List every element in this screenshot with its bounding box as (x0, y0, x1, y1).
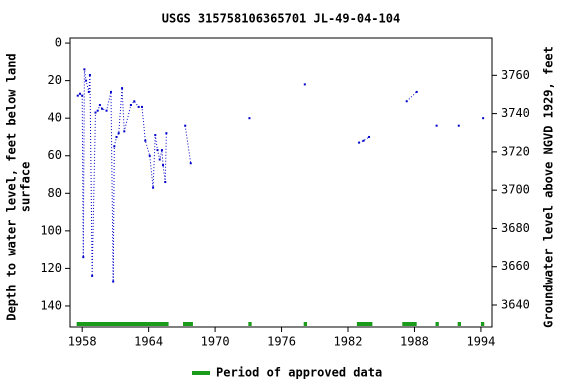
y-tick-label: 120 (40, 261, 62, 275)
data-point (368, 135, 371, 138)
y2-tick-label: 3700 (501, 183, 530, 197)
approved-period (182, 322, 193, 326)
data-point (405, 100, 408, 103)
data-point (133, 100, 136, 103)
y-axis-label: Depth to water level, feet below land (5, 53, 19, 320)
data-point (184, 124, 187, 127)
x-tick-label: 1964 (134, 335, 163, 349)
data-point (152, 186, 155, 189)
data-point (101, 107, 104, 110)
data-point (76, 94, 79, 97)
x-tick-label: 1982 (334, 335, 363, 349)
data-point (457, 124, 460, 127)
data-point (88, 73, 91, 76)
approved-period (457, 322, 461, 326)
y2-tick-label: 3740 (501, 106, 530, 120)
x-tick-label: 1970 (201, 335, 230, 349)
y-tick-label: 0 (55, 36, 62, 50)
legend-label: Period of approved data (216, 366, 382, 380)
data-point (137, 105, 140, 108)
approved-period (248, 322, 252, 326)
data-point (96, 109, 99, 112)
y2-axis-label: Groundwater level above NGVD 1929, feet (542, 46, 556, 328)
data-point (109, 90, 112, 93)
data-line (77, 69, 167, 282)
x-tick-label: 1988 (400, 335, 429, 349)
y-tick-label: 60 (48, 148, 62, 162)
data-point (82, 256, 85, 259)
data-point (435, 124, 438, 127)
y-tick-label: 80 (48, 186, 62, 200)
chart-title: USGS 315758106365701 JL-49-04-104 (162, 12, 400, 26)
plot-frame (69, 37, 493, 328)
data-point (105, 109, 108, 112)
data-point (482, 117, 485, 120)
x-tick-label: 1976 (267, 335, 296, 349)
data-point (112, 280, 115, 283)
data-point (123, 130, 126, 133)
y2-tick-label: 3660 (501, 259, 530, 273)
approved-period (480, 322, 485, 326)
data-point (87, 90, 90, 93)
data-point (98, 104, 101, 107)
data-point (189, 162, 192, 165)
data-point (154, 134, 157, 137)
data-point (121, 87, 124, 90)
data-point (164, 181, 167, 184)
approved-period (76, 322, 169, 326)
y-tick-label: 20 (48, 73, 62, 87)
data-point (362, 139, 365, 142)
data-point (303, 83, 306, 86)
data-point (85, 79, 88, 82)
data-point (91, 274, 94, 277)
y2-tick-label: 3760 (501, 68, 530, 82)
x-tick-label: 1958 (68, 335, 97, 349)
approved-period (356, 322, 373, 326)
data-point (248, 117, 251, 120)
data-point (415, 90, 418, 93)
y2-tick-label: 3720 (501, 144, 530, 158)
approved-period (402, 322, 417, 326)
data-point (160, 149, 163, 152)
data-point (140, 105, 143, 108)
data-line (184, 125, 192, 164)
approved-period (303, 322, 308, 326)
data-point (144, 139, 147, 142)
data-point (117, 132, 120, 135)
data-point (115, 135, 118, 138)
data-line (406, 91, 418, 102)
y2-tick-label: 3640 (501, 297, 530, 311)
data-point (113, 145, 116, 148)
data-point (358, 141, 361, 144)
y-tick-label: 40 (48, 111, 62, 125)
data-point (94, 111, 97, 114)
x-tick-label: 1994 (466, 335, 495, 349)
data-point (81, 94, 84, 97)
data-point (156, 149, 159, 152)
data-line (358, 136, 370, 144)
approved-period (435, 322, 439, 326)
y-axis-label: surface (19, 162, 33, 213)
y2-tick-label: 3680 (501, 221, 530, 235)
data-point (165, 132, 168, 135)
y-tick-label: 100 (40, 223, 62, 237)
data-point (83, 68, 86, 71)
data-point (158, 158, 161, 161)
y-tick-label: 140 (40, 298, 62, 312)
data-point (129, 104, 132, 107)
data-point (78, 92, 81, 95)
data-point (148, 154, 151, 157)
data-point (162, 164, 165, 167)
